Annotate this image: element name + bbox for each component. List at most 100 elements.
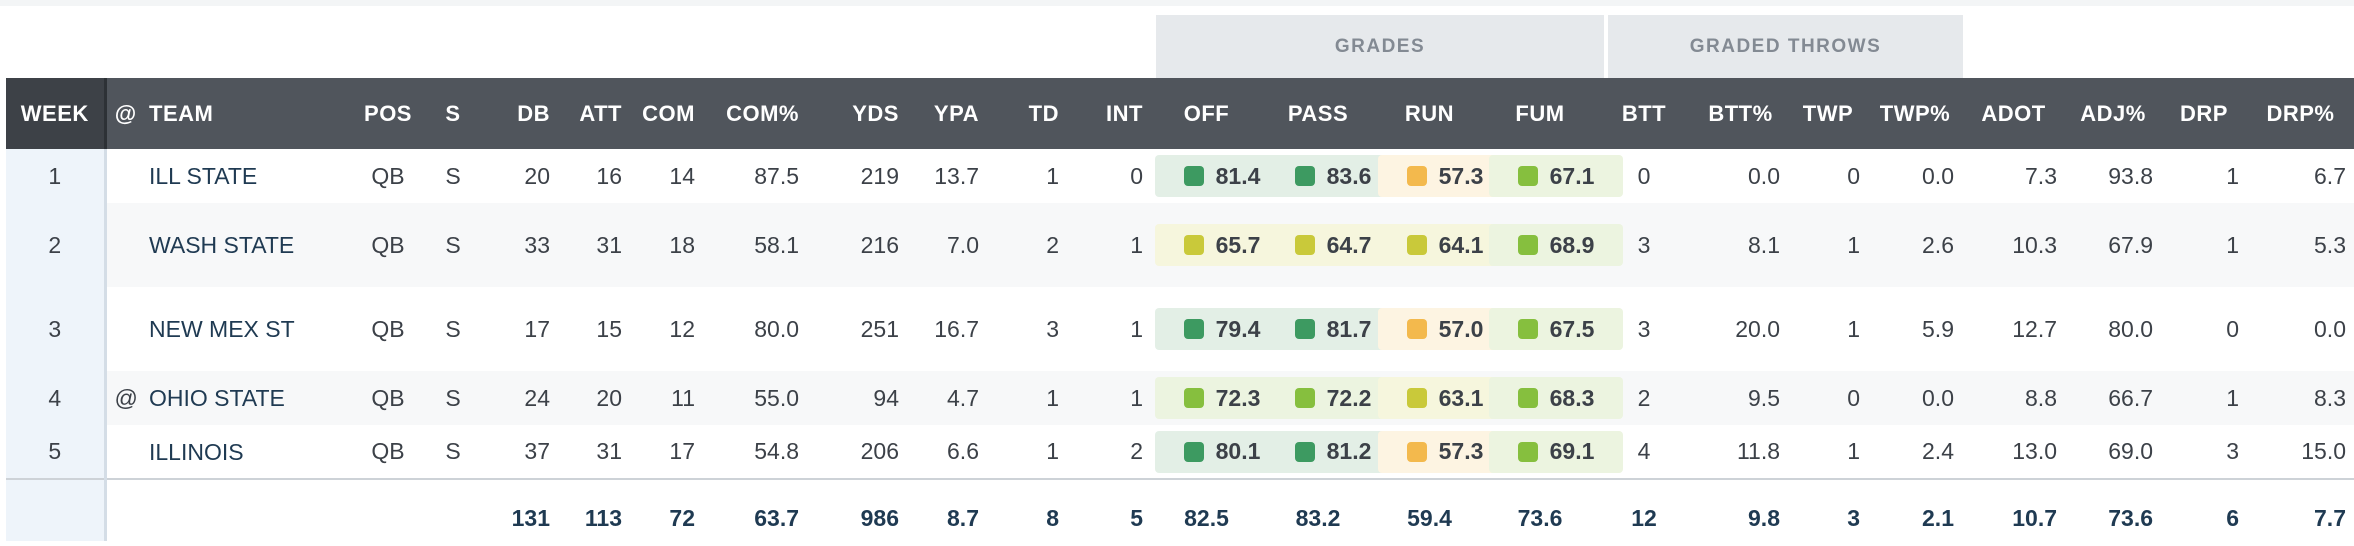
cell-ypa: 4.7	[907, 371, 987, 425]
column-header-ypa[interactable]: YPA	[907, 78, 987, 149]
column-header-s[interactable]: S	[428, 78, 478, 149]
total-int: 5	[1067, 478, 1151, 541]
column-header-pass[interactable]: PASS	[1262, 78, 1374, 149]
column-header-run[interactable]: RUN	[1374, 78, 1485, 149]
cell-twp: 1	[1847, 438, 1860, 464]
grade-color-swatch	[1294, 388, 1315, 408]
cell-drp: 1	[2226, 162, 2239, 189]
column-header-twp-pct[interactable]: TWP%	[1868, 78, 1962, 149]
cell-drp-pct: 15.0	[2301, 438, 2346, 464]
total-drp: 6	[2161, 478, 2247, 541]
grade-value: 67.1	[1549, 162, 1595, 189]
grade-color-swatch	[1183, 388, 1204, 408]
column-group-bar: GRADES GRADED THROWS	[0, 15, 2354, 78]
total-drp-pct: 7.7	[2247, 478, 2354, 541]
column-header-com-pct[interactable]: COM%	[703, 78, 807, 149]
cell-at	[105, 149, 145, 203]
grade-color-swatch	[1406, 441, 1427, 462]
cell-s: S	[428, 203, 478, 287]
cell-at	[105, 287, 145, 371]
cell-drp-pct: 0.0	[2314, 315, 2346, 342]
cell-team[interactable]: ILL STATE	[149, 163, 258, 189]
table-row: 3 NEW MEX ST QB S 17 15 12 80.0 251 16.7 3 1 79.4 81.…	[6, 287, 2354, 371]
cell-com-pct: 87.5	[754, 162, 799, 189]
column-header-btt[interactable]: BTT	[1595, 78, 1693, 149]
cell-team[interactable]: ILLINOIS	[149, 438, 244, 465]
column-header-drp[interactable]: DRP	[2161, 78, 2247, 149]
table-row: 5 ILLINOIS QB S 37 31 17 54.8 206 6.6 1 2 80.1 81.2 57…	[6, 425, 2354, 479]
grade-color-swatch	[1183, 166, 1204, 186]
cell-adot: 13.0	[2012, 438, 2057, 464]
cell-week: 3	[6, 287, 107, 371]
cell-yds: 219	[860, 162, 899, 189]
column-header-yds[interactable]: YDS	[807, 78, 907, 149]
cell-att: 16	[596, 162, 622, 189]
cell-adj-pct: 93.8	[2108, 162, 2153, 189]
total-pos	[348, 478, 428, 541]
column-header-team[interactable]: TEAM	[145, 78, 348, 149]
grade-value: 81.4	[1215, 162, 1261, 189]
cell-s: S	[428, 371, 478, 425]
total-fum: 73.6	[1485, 478, 1595, 541]
cell-att: 31	[596, 438, 622, 464]
cell-btt-pct: 11.8	[1736, 438, 1780, 464]
cell-yds: 251	[860, 315, 899, 342]
column-header-drp-pct[interactable]: DRP%	[2247, 78, 2354, 149]
cell-db: 20	[524, 162, 550, 189]
cell-com: 12	[669, 315, 695, 342]
cell-int: 0	[1130, 162, 1143, 189]
column-header-att[interactable]: ATT	[558, 78, 630, 149]
cell-team[interactable]: NEW MEX ST	[149, 316, 295, 342]
grade-badge: 68.3	[1489, 377, 1623, 419]
cell-adj-pct: 69.0	[2108, 438, 2153, 464]
grade-cell-run: 57.3	[1374, 149, 1512, 203]
grade-badge: 67.1	[1489, 155, 1623, 197]
total-adj-pct: 73.6	[2065, 478, 2161, 541]
total-team	[145, 478, 348, 541]
cell-adot: 7.3	[2025, 162, 2057, 189]
column-header-td[interactable]: TD	[987, 78, 1067, 149]
cell-s: S	[445, 162, 461, 189]
grade-value: 81.7	[1326, 315, 1372, 342]
cell-int: 1	[1067, 371, 1151, 425]
column-header-db[interactable]: DB	[478, 78, 558, 149]
grade-color-swatch	[1517, 441, 1538, 462]
grade-cell-off: 79.4	[1151, 287, 1289, 371]
cell-db: 33	[478, 203, 558, 287]
cell-week: 1	[6, 149, 107, 203]
table-row: 4 @ OHIO STATE QB S 24 20 11 55.0 94 4.7 1 1 72.3 72.2…	[6, 371, 2354, 425]
grade-cell-off: 72.3	[1151, 371, 1289, 425]
cell-com-pct: 58.1	[703, 203, 807, 287]
cell-yds: 216	[807, 203, 907, 287]
cell-team[interactable]: WASH STATE	[145, 203, 348, 287]
column-header-adj-pct[interactable]: ADJ%	[2065, 78, 2161, 149]
grade-badge: 83.6	[1266, 155, 1400, 197]
cell-adot: 12.7	[2012, 315, 2057, 342]
cell-at	[105, 203, 145, 287]
grade-value: 69.1	[1549, 438, 1595, 464]
cell-com-pct: 80.0	[754, 315, 799, 342]
column-header-int[interactable]: INT	[1067, 78, 1151, 149]
column-header-btt-pct[interactable]: BTT%	[1693, 78, 1788, 149]
column-header-com[interactable]: COM	[630, 78, 703, 149]
column-header-week[interactable]: WEEK	[6, 78, 107, 149]
column-header-fum[interactable]: FUM	[1485, 78, 1595, 149]
column-header-adot[interactable]: ADOT	[1962, 78, 2065, 149]
cell-pos: QB	[371, 438, 405, 464]
total-com: 72	[630, 478, 703, 541]
cell-week: 4	[6, 371, 107, 425]
grade-value: 64.7	[1326, 231, 1372, 258]
grade-cell-fum: 69.1	[1485, 425, 1623, 479]
cell-adj-pct: 66.7	[2065, 371, 2161, 425]
cell-drp-pct: 6.7	[2314, 162, 2346, 189]
grade-value: 57.0	[1438, 315, 1484, 342]
column-header-pos[interactable]: POS	[348, 78, 428, 149]
column-header-twp[interactable]: TWP	[1788, 78, 1868, 149]
grade-cell-run: 57.0	[1374, 287, 1512, 371]
cell-team[interactable]: OHIO STATE	[145, 371, 348, 425]
grade-cell-pass: 64.7	[1262, 203, 1400, 287]
column-header-off[interactable]: OFF	[1151, 78, 1262, 149]
column-header-at[interactable]: @	[105, 78, 145, 149]
cell-twp-pct: 0.0	[1868, 371, 1962, 425]
cell-pos: QB	[371, 315, 405, 342]
